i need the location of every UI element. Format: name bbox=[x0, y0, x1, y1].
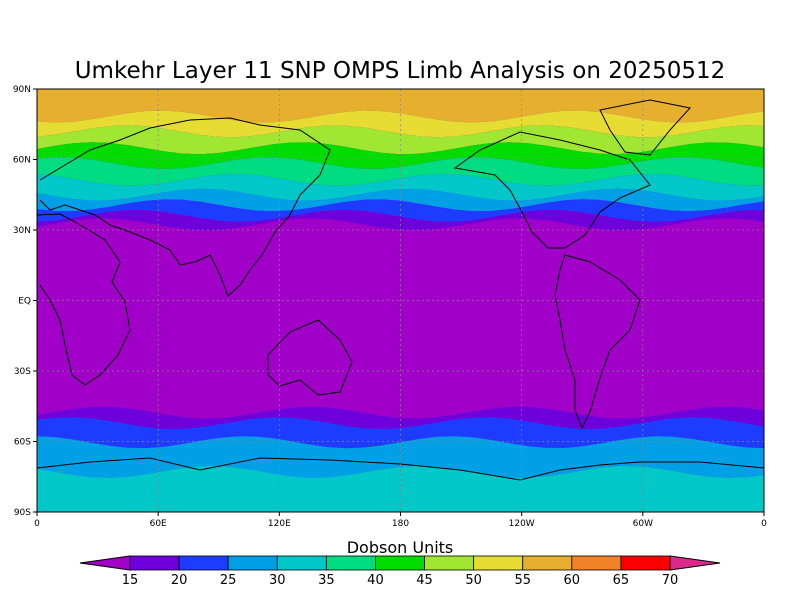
x-tick-label: 0 bbox=[761, 519, 767, 529]
x-tick-label: 60W bbox=[633, 519, 653, 529]
y-tick-label: EQ bbox=[18, 297, 31, 307]
map-area bbox=[36, 88, 765, 513]
colorbar-low-arrow bbox=[79, 555, 131, 571]
colorbar-label: 20 bbox=[171, 573, 188, 588]
y-tick-label: 60N bbox=[13, 156, 31, 166]
y-tick-label: 30N bbox=[13, 226, 31, 236]
colorbar-label: 60 bbox=[564, 573, 581, 588]
colorbar-segment bbox=[375, 555, 425, 571]
colorbar-segment bbox=[571, 555, 622, 571]
colorbar-segment bbox=[522, 555, 573, 571]
coast-greenland bbox=[599, 99, 691, 156]
colorbar-label: 45 bbox=[416, 573, 433, 588]
colorbar-label: 35 bbox=[318, 573, 335, 588]
y-tick-label: 90N bbox=[13, 85, 31, 95]
coast-eurasia bbox=[39, 117, 331, 297]
colorbar-high-arrow bbox=[669, 555, 721, 571]
ozone-band bbox=[37, 417, 764, 449]
colorbar-labels: 15 20 25 30 35 40 45 50 55 60 65 70 bbox=[122, 573, 679, 588]
colorbar-label: 25 bbox=[220, 573, 237, 588]
ozone-band bbox=[37, 406, 764, 430]
colorbar-label: 40 bbox=[367, 573, 384, 588]
y-axis-ticks: 90N 60N 30N EQ 30S 60S 90S bbox=[13, 85, 37, 518]
colorbar-label: 30 bbox=[269, 573, 286, 588]
x-axis-ticks: 0 60E 120E 180 120W 60W 0 bbox=[34, 512, 767, 529]
colorbar-segment bbox=[424, 555, 475, 571]
ozone-band bbox=[37, 465, 764, 512]
x-tick-label: 120W bbox=[509, 519, 535, 529]
colorbar-segment bbox=[620, 555, 671, 571]
colorbar-label: 70 bbox=[662, 573, 679, 588]
coast-north-america bbox=[453, 131, 651, 249]
colorbar-segment bbox=[473, 555, 524, 571]
coast-africa bbox=[36, 213, 131, 386]
ozone-band bbox=[37, 157, 764, 186]
colorbar-label: 15 bbox=[122, 573, 139, 588]
x-tick-label: 180 bbox=[392, 519, 409, 529]
x-tick-label: 60E bbox=[150, 519, 167, 529]
colorbar-segment bbox=[227, 555, 278, 571]
colorbar-segment bbox=[178, 555, 229, 571]
chart-title: Umkehr Layer 11 SNP OMPS Limb Analysis o… bbox=[75, 58, 726, 84]
y-tick-label: 60S bbox=[14, 438, 31, 448]
gridlines bbox=[37, 89, 764, 512]
colorbar-title: Dobson Units bbox=[347, 538, 454, 557]
colorbar-label: 50 bbox=[465, 573, 482, 588]
colorbar-label: 65 bbox=[613, 573, 630, 588]
coast-south-america bbox=[554, 254, 641, 430]
colorbar-segment bbox=[129, 555, 180, 571]
colorbar-segment bbox=[325, 555, 376, 571]
colorbar bbox=[79, 555, 721, 571]
y-tick-label: 30S bbox=[14, 367, 31, 377]
ozone-band bbox=[37, 174, 764, 201]
ozone-band bbox=[37, 110, 764, 138]
coast-australia bbox=[267, 319, 353, 396]
colorbar-label: 55 bbox=[514, 573, 531, 588]
y-tick-label: 90S bbox=[14, 508, 31, 518]
x-tick-label: 120E bbox=[268, 519, 291, 529]
x-tick-label: 0 bbox=[34, 519, 40, 529]
colorbar-segment bbox=[276, 555, 327, 571]
